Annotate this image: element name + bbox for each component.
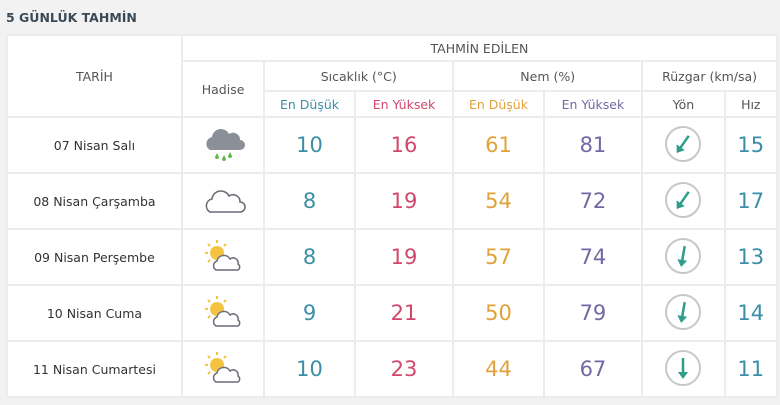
hum-max-cell: 74 — [544, 230, 642, 284]
hum-min-cell: 50 — [454, 286, 543, 340]
wind-speed-cell: 17 — [725, 174, 776, 228]
header-temp-max: En Yüksek — [355, 92, 453, 116]
wind-direction-icon — [658, 174, 709, 225]
header-date: TARİH — [8, 36, 181, 116]
icon-part — [662, 290, 705, 333]
wind-direction-icon — [658, 118, 709, 169]
forecast-row: 08 Nisan Çarşamba 8 19 54 72 17 — [8, 174, 776, 228]
temp-max-cell: 21 — [355, 286, 453, 340]
temp-max-cell: 19 — [355, 230, 453, 284]
temp-min-cell: 10 — [265, 118, 354, 172]
header-hum-min: En Düşük — [454, 92, 543, 116]
temp-max-cell: 23 — [355, 342, 453, 396]
header-forecast: TAHMİN EDİLEN — [182, 36, 776, 60]
date-cell: 11 Nisan Cumartesi — [8, 342, 181, 396]
header-temp-min: En Düşük — [265, 92, 354, 116]
wind-speed-cell: 13 — [725, 230, 776, 284]
icon-part — [658, 174, 709, 225]
event-cell — [182, 230, 264, 284]
temp-min-cell: 10 — [265, 342, 354, 396]
hum-max-cell: 72 — [544, 174, 642, 228]
wind-direction-cell — [643, 118, 724, 172]
icon-part — [204, 238, 241, 271]
header-row: TARİH TAHMİN EDİLEN — [8, 36, 776, 116]
weather-icon — [205, 189, 246, 213]
wind-direction-cell — [643, 286, 724, 340]
header-temperature: Sıcaklık (°C) — [265, 62, 453, 90]
icon-part — [662, 234, 705, 277]
header-row: En Düşük En Yüksek En Düşük En Yüksek Yö… — [8, 92, 776, 116]
temp-min-cell: 8 — [265, 230, 354, 284]
hum-max-cell: 81 — [544, 118, 642, 172]
header-direction: Yön — [643, 92, 724, 116]
temp-min-cell: 9 — [265, 286, 354, 340]
header-speed: Hız — [725, 92, 776, 116]
weather-icon — [204, 238, 241, 271]
event-cell — [182, 174, 264, 228]
temp-min-cell: 8 — [265, 174, 354, 228]
weather-icon — [206, 128, 246, 161]
hum-min-cell: 44 — [454, 342, 543, 396]
forecast-row: 07 Nisan Salı 10 16 61 81 15 — [8, 118, 776, 172]
event-cell — [182, 342, 264, 396]
header-wind: Rüzgar (km/sa) — [643, 62, 776, 90]
header-row: Hadise Sıcaklık (°C) Nem (%) Rüzgar (km/… — [8, 62, 776, 116]
forecast-table: TARİH TAHMİN EDİLEN Hadise Sıcaklık (°C)… — [6, 34, 778, 398]
wind-direction-icon — [662, 290, 705, 333]
header-humidity: Nem (%) — [454, 62, 642, 90]
temp-max-cell: 16 — [355, 118, 453, 172]
forecast-row: 09 Nisan Perşembe 8 19 57 74 13 — [8, 230, 776, 284]
wind-direction-cell — [643, 230, 724, 284]
temp-max-cell: 19 — [355, 174, 453, 228]
icon-part — [665, 349, 702, 386]
icon-part — [658, 118, 709, 169]
weather-icon — [204, 350, 241, 383]
wind-speed-cell: 15 — [725, 118, 776, 172]
date-cell: 10 Nisan Cuma — [8, 286, 181, 340]
hum-min-cell: 61 — [454, 118, 543, 172]
icon-part — [204, 294, 241, 327]
icon-part — [206, 128, 246, 161]
icon-part — [204, 350, 241, 383]
wind-direction-cell — [643, 174, 724, 228]
page-title: 5 GÜNLÜK TAHMİN — [6, 10, 137, 25]
wind-speed-cell: 14 — [725, 286, 776, 340]
hum-max-cell: 67 — [544, 342, 642, 396]
icon-part: TARİH TAHMİN EDİLEN Hadise Sıcaklık (°C)… — [8, 36, 776, 116]
hum-min-cell: 57 — [454, 230, 543, 284]
wind-speed-cell: 11 — [725, 342, 776, 396]
date-cell: 09 Nisan Perşembe — [8, 230, 181, 284]
event-cell — [182, 286, 264, 340]
event-cell — [182, 118, 264, 172]
wind-direction-icon — [662, 234, 705, 277]
forecast-row: 10 Nisan Cuma 9 21 50 79 14 — [8, 286, 776, 340]
hum-max-cell: 79 — [544, 286, 642, 340]
header-event: Hadise — [182, 62, 264, 116]
icon-part — [205, 189, 246, 213]
forecast-row: 11 Nisan Cumartesi 10 23 44 67 11 — [8, 342, 776, 396]
hum-min-cell: 54 — [454, 174, 543, 228]
wind-direction-cell — [643, 342, 724, 396]
date-cell: 08 Nisan Çarşamba — [8, 174, 181, 228]
date-cell: 07 Nisan Salı — [8, 118, 181, 172]
weather-icon — [204, 294, 241, 327]
wind-direction-icon — [665, 349, 702, 386]
header-hum-max: En Yüksek — [544, 92, 642, 116]
